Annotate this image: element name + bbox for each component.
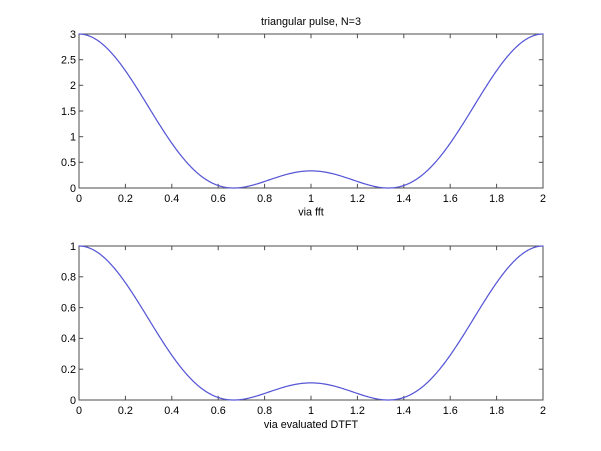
svg-text:0.8: 0.8 [61,272,76,284]
svg-text:0.6: 0.6 [61,302,76,314]
svg-text:1.6: 1.6 [443,405,458,417]
svg-text:0.2: 0.2 [118,193,133,205]
svg-text:1: 1 [70,241,76,253]
svg-text:0.6: 0.6 [211,193,226,205]
svg-text:1.4: 1.4 [396,193,411,205]
svg-text:via fft: via fft [298,207,324,219]
svg-text:0.8: 0.8 [257,193,272,205]
svg-text:1.8: 1.8 [489,405,504,417]
svg-text:1.8: 1.8 [489,193,504,205]
svg-text:0: 0 [76,193,82,205]
svg-text:1.2: 1.2 [350,193,365,205]
svg-text:0.6: 0.6 [211,405,226,417]
svg-text:1.5: 1.5 [61,106,76,118]
svg-text:0: 0 [70,395,76,407]
svg-text:0.5: 0.5 [61,157,76,169]
svg-text:0.4: 0.4 [164,193,179,205]
svg-text:2: 2 [70,80,76,92]
svg-text:2.5: 2.5 [61,55,76,67]
svg-text:1.2: 1.2 [350,405,365,417]
svg-text:0.4: 0.4 [61,333,76,345]
svg-text:0: 0 [76,405,82,417]
svg-text:3: 3 [70,29,76,41]
svg-text:0.4: 0.4 [164,405,179,417]
svg-text:1: 1 [70,132,76,144]
svg-text:1: 1 [308,193,314,205]
svg-text:2: 2 [540,405,546,417]
svg-text:0.2: 0.2 [118,405,133,417]
svg-text:1.6: 1.6 [443,193,458,205]
svg-text:2: 2 [540,193,546,205]
svg-text:0.8: 0.8 [257,405,272,417]
svg-text:via evaluated DTFT: via evaluated DTFT [264,419,359,431]
svg-text:0: 0 [70,183,76,195]
svg-text:0.2: 0.2 [61,364,76,376]
svg-text:1.4: 1.4 [396,405,411,417]
svg-text:1: 1 [308,405,314,417]
svg-text:triangular pulse, N=3: triangular pulse, N=3 [261,16,361,28]
